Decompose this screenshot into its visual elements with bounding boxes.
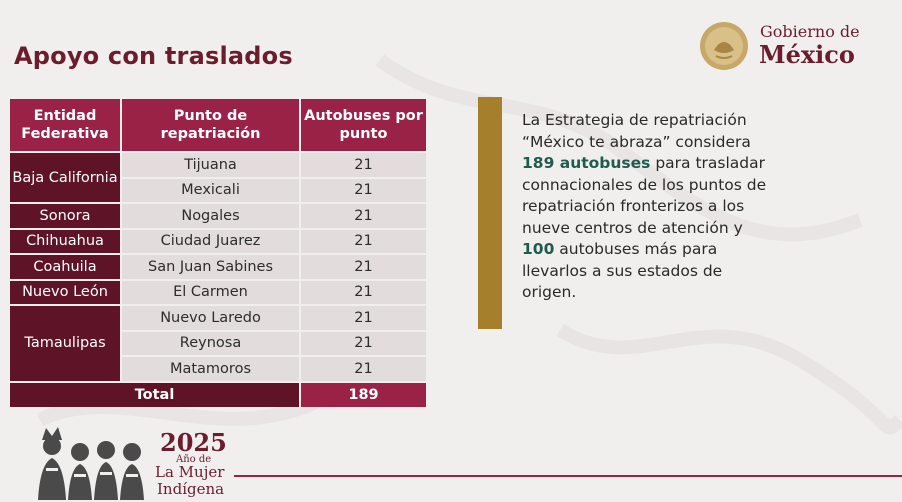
punto-cell: Reynosa xyxy=(122,331,299,355)
table-row: Baja California Tijuana 21 xyxy=(10,153,426,202)
gobierno-de-label: Gobierno de xyxy=(760,22,860,41)
highlight-189-autobuses: 189 autobuses xyxy=(522,154,651,172)
table-row: Matamoros 21 xyxy=(10,357,426,381)
indigena-label: Indígena xyxy=(157,480,225,498)
indigenous-women-illustration xyxy=(38,427,144,500)
mexico-label: México xyxy=(759,40,855,69)
punto-cell: San Juan Sabines xyxy=(122,255,299,279)
punto-cell: Matamoros xyxy=(122,357,299,381)
entity-cell: Sonora xyxy=(10,204,120,228)
punto-cell: Mexicali xyxy=(122,178,299,202)
table-total-row: Total 189 xyxy=(10,382,426,407)
buses-cell: 21 xyxy=(301,306,426,330)
entity-cell: Nuevo León xyxy=(10,280,120,304)
buses-cell: 21 xyxy=(301,229,426,253)
entity-cell: Chihuahua xyxy=(10,229,120,253)
gold-accent-bar xyxy=(478,97,502,329)
footer-divider xyxy=(234,475,902,477)
total-value: 189 xyxy=(301,382,426,407)
header-autobuses: Autobuses por punto xyxy=(301,99,426,151)
strategy-paragraph: La Estrategia de repatriación “México te… xyxy=(522,110,772,304)
entity-cell: Baja California xyxy=(10,153,120,202)
buses-cell: 21 xyxy=(301,280,426,304)
total-label: Total xyxy=(10,382,299,407)
highlight-100: 100 xyxy=(522,240,555,258)
punto-cell: El Carmen xyxy=(122,280,299,304)
buses-cell: 21 xyxy=(301,204,426,228)
entity-cell: Coahuila xyxy=(10,255,120,279)
entity-cell: Tamaulipas xyxy=(10,306,120,381)
table-row: Reynosa 21 xyxy=(10,331,426,355)
traslados-table: Entidad Federativa Punto de repatriación… xyxy=(8,97,428,409)
table-row: Coahuila San Juan Sabines 21 xyxy=(10,255,426,279)
page-title: Apoyo con traslados xyxy=(14,42,293,70)
year-label: 2025 xyxy=(160,428,227,457)
national-seal-icon xyxy=(700,22,748,70)
table-row: Chihuahua Ciudad Juarez 21 xyxy=(10,229,426,253)
table-row: Nuevo León El Carmen 21 xyxy=(10,280,426,304)
buses-cell: 21 xyxy=(301,153,426,177)
buses-cell: 21 xyxy=(301,178,426,202)
buses-cell: 21 xyxy=(301,357,426,381)
paragraph-text: autobuses más para llevarlos a sus estad… xyxy=(522,240,723,301)
punto-cell: Nuevo Laredo xyxy=(122,306,299,330)
buses-cell: 21 xyxy=(301,331,426,355)
table-row: Mexicali 21 xyxy=(10,178,426,202)
punto-cell: Nogales xyxy=(122,204,299,228)
punto-cell: Ciudad Juarez xyxy=(122,229,299,253)
table-header-row: Entidad Federativa Punto de repatriación… xyxy=(10,99,426,151)
header-punto: Punto de repatriación xyxy=(122,99,299,151)
table-row: Sonora Nogales 21 xyxy=(10,204,426,228)
gobierno-mexico-logo: Gobierno de México xyxy=(698,18,878,76)
paragraph-text: para trasladar connacionales de los punt… xyxy=(522,154,767,237)
table-row: Tamaulipas Nuevo Laredo 21 xyxy=(10,306,426,381)
header-entidad: Entidad Federativa xyxy=(10,99,120,151)
la-mujer-label: La Mujer xyxy=(155,463,225,481)
punto-cell: Tijuana xyxy=(122,153,299,177)
paragraph-text: La Estrategia de repatriación “México te… xyxy=(522,111,751,151)
buses-cell: 21 xyxy=(301,255,426,279)
anio-de-label: Año de xyxy=(176,454,212,465)
